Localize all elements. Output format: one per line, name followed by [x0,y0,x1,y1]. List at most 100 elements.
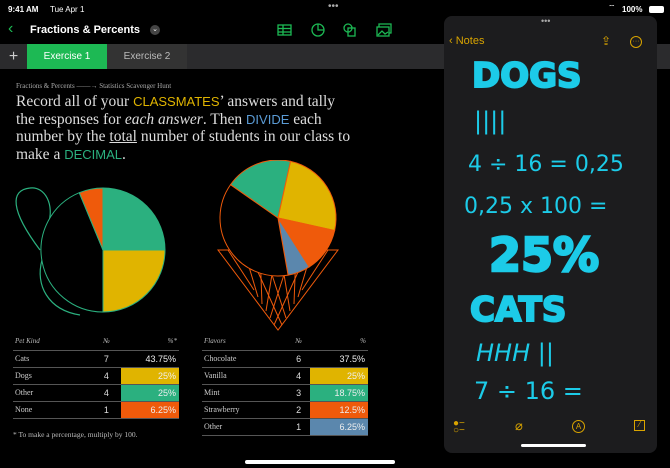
pie-slice-dogs [102,249,166,313]
column-header: № [91,333,121,351]
table-row: Chocolate 6 37.5% [202,350,368,368]
row-percent: 6.25% [310,418,368,436]
battery-icon [649,6,664,13]
text: each number by the [16,110,322,146]
notes-back-button[interactable]: ‹ Notes [449,35,485,47]
row-percent: 25% [121,384,179,402]
cone-hatch-line [227,249,255,291]
column-header: Pet Kind [13,333,92,351]
row-percent: 25% [121,367,179,385]
pet-pie-chart [40,187,166,313]
title-chevron-icon[interactable]: ⌄ [150,25,160,35]
row-percent: 18.75% [310,384,368,402]
column-header: Flavors [202,333,288,351]
row-label: Cats [13,350,92,368]
column-header: % [310,333,368,351]
pie-slice-other [102,187,166,251]
row-percent: 25% [310,367,368,385]
row-count: 4 [287,367,310,385]
chart-icon[interactable] [311,23,325,37]
note-line: HHH || [476,339,554,367]
table-row: Cats 7 43.75% [13,350,179,368]
table-row: Other 4 25% [13,384,179,402]
tab-exercise-1[interactable]: Exercise 1 [27,44,107,69]
markup-icon[interactable]: A [572,420,585,433]
note-line: DOGS [472,56,582,96]
status-time: 9:41 AM [8,5,39,14]
notes-back-label: Notes [455,35,485,47]
flavor-table: Flavors №% Chocolate 6 37.5% Vanilla 4 25% Mint 3… [202,333,368,436]
row-count: 4 [91,384,121,402]
cone-hatch-line [301,249,329,291]
pie-slice-cats [40,192,104,313]
table-row: Vanilla 4 25% [202,367,368,385]
add-sheet-button[interactable]: + [8,48,19,65]
checklist-icon[interactable]: ●− ○− [453,418,465,436]
text: number of students in our class to make … [16,128,351,163]
keyword-divide: DIVIDE [246,111,290,127]
battery-level: 100% [622,5,643,14]
note-line: |||| [474,107,506,135]
note-line: 25% [489,228,599,282]
table-row: Mint 3 18.75% [202,384,368,402]
back-chevron-icon[interactable]: ‹ [8,20,14,37]
status-date: Tue Apr 1 [50,5,85,14]
breadcrumb: Fractions & Percents ——→ Statistics Scav… [16,82,172,90]
note-line: 4 ÷ 16 = 0,25 [468,152,624,177]
handwriting: DOGS |||| 4 ÷ 16 = 0,25 0,25 x 100 = 25%… [464,55,624,405]
row-label: Other [202,418,288,436]
keyword-classmates: CLASSMATES [133,94,220,109]
instructions: Record all of your CLASSMATES’ answers a… [16,93,356,163]
row-count: 2 [287,401,310,419]
breadcrumb-to: Statistics Scavenger Hunt [99,82,172,90]
multitask-dots-icon[interactable]: ••• [328,1,339,12]
row-label: Mint [202,384,288,402]
wifi-icon: ⌔ [608,3,616,12]
document-title[interactable]: Fractions & Percents [30,24,141,36]
pie-slice-mint [229,160,292,219]
column-header: %* [121,333,179,351]
pie-slice-chocolate [219,184,289,277]
tab-exercise-2[interactable]: Exercise 2 [107,44,187,69]
row-count: 6 [287,350,310,368]
row-label: Other [13,384,92,402]
row-count: 4 [91,367,121,385]
row-label: Dogs [13,367,92,385]
row-count: 7 [91,350,121,368]
share-icon[interactable]: ⇪ [601,34,612,48]
footnote: * To make a percentage, multiply by 100. [13,430,138,439]
notes-home-indicator [521,444,586,447]
home-indicator [245,460,395,464]
column-header: № [287,333,310,351]
toolbar: ‹ Fractions & Percents ⌄ [0,18,670,44]
pie-slice-vanilla [277,160,337,232]
table-row: Other 1 6.25% [202,418,368,436]
note-line: 7 ÷ 16 = [474,377,583,405]
pet-table: Pet Kind № %* Cats 7 43.75% Dogs 4 25% Other 4 25% N… [13,333,179,419]
note-line: 0,25 x 100 = [464,194,607,219]
more-icon[interactable]: ··· [630,36,642,48]
row-percent: 12.5% [310,401,368,419]
row-label: None [13,401,92,419]
notes-panel: ••• ‹ Notes ⇪ ··· DOGS |||| 4 ÷ 16 = 0,2… [444,16,657,453]
shape-icon[interactable] [343,23,356,37]
row-count: 1 [287,418,310,436]
media-icon[interactable] [376,23,392,37]
flavor-pie-chart [219,160,337,277]
row-label: Vanilla [202,367,288,385]
keyword-decimal: DECIMAL [64,146,122,162]
table-icon[interactable] [277,24,292,36]
drag-handle[interactable]: ••• [541,16,551,26]
row-label: Strawberry [202,401,288,419]
compose-icon[interactable]: ⁄ [634,420,645,431]
text: . Then [202,110,247,128]
row-count: 3 [287,384,310,402]
charts [15,160,339,331]
row-percent: 43.75% [121,350,179,368]
note-line: CATS [470,290,566,330]
attachment-icon[interactable]: ⌀ [515,418,523,433]
table-row: None 1 6.25% [13,401,179,419]
breadcrumb-from: Fractions & Percents [16,82,75,90]
row-percent: 6.25% [121,401,179,419]
table-row: Dogs 4 25% [13,367,179,385]
